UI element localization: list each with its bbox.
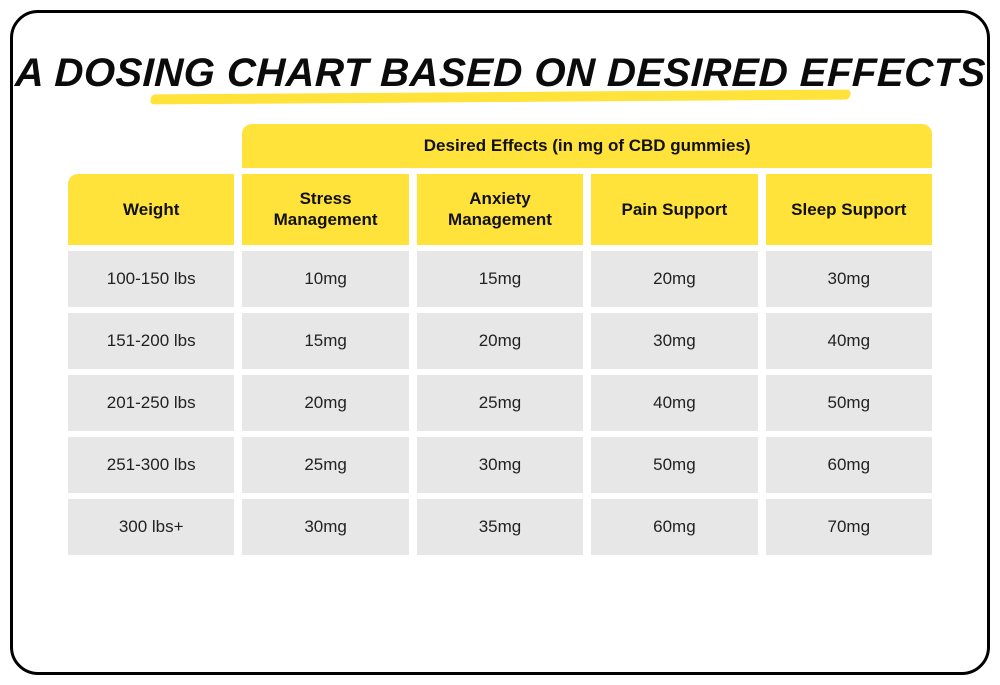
dose-cell: 20mg xyxy=(591,251,757,307)
dose-cell: 25mg xyxy=(417,375,583,431)
dose-cell: 30mg xyxy=(591,313,757,369)
dose-cell: 30mg xyxy=(766,251,932,307)
dose-cell: 50mg xyxy=(591,437,757,493)
col-header-anxiety: Anxiety Management xyxy=(417,174,583,245)
dose-cell: 25mg xyxy=(242,437,408,493)
dose-cell: 70mg xyxy=(766,499,932,555)
weight-column-header: Weight xyxy=(68,174,234,245)
dosing-table: Desired Effects (in mg of CBD gummies) W… xyxy=(68,124,932,555)
weight-label: 100-150 lbs xyxy=(68,251,234,307)
dose-cell: 60mg xyxy=(591,499,757,555)
dose-cell: 15mg xyxy=(417,251,583,307)
dose-cell: 20mg xyxy=(242,375,408,431)
col-header-pain: Pain Support xyxy=(591,174,757,245)
dose-cell: 60mg xyxy=(766,437,932,493)
weight-label: 300 lbs+ xyxy=(68,499,234,555)
title-wrap: A DOSING CHART BASED ON DESIRED EFFECTS xyxy=(15,51,986,96)
dose-cell: 10mg xyxy=(242,251,408,307)
dose-cell: 20mg xyxy=(417,313,583,369)
weight-label: 151-200 lbs xyxy=(68,313,234,369)
dose-cell: 35mg xyxy=(417,499,583,555)
col-header-sleep: Sleep Support xyxy=(766,174,932,245)
weight-label: 201-250 lbs xyxy=(68,375,234,431)
effects-spanner-header: Desired Effects (in mg of CBD gummies) xyxy=(242,124,932,168)
weight-label: 251-300 lbs xyxy=(68,437,234,493)
dose-cell: 30mg xyxy=(242,499,408,555)
col-header-stress: Stress Management xyxy=(242,174,408,245)
dose-cell: 40mg xyxy=(766,313,932,369)
dose-cell: 40mg xyxy=(591,375,757,431)
chart-title: A DOSING CHART BASED ON DESIRED EFFECTS xyxy=(14,51,986,96)
dose-cell: 50mg xyxy=(766,375,932,431)
dose-cell: 30mg xyxy=(417,437,583,493)
dose-cell: 15mg xyxy=(242,313,408,369)
dosing-chart-card: A DOSING CHART BASED ON DESIRED EFFECTS … xyxy=(10,10,990,675)
blank-corner-cell xyxy=(68,124,234,168)
